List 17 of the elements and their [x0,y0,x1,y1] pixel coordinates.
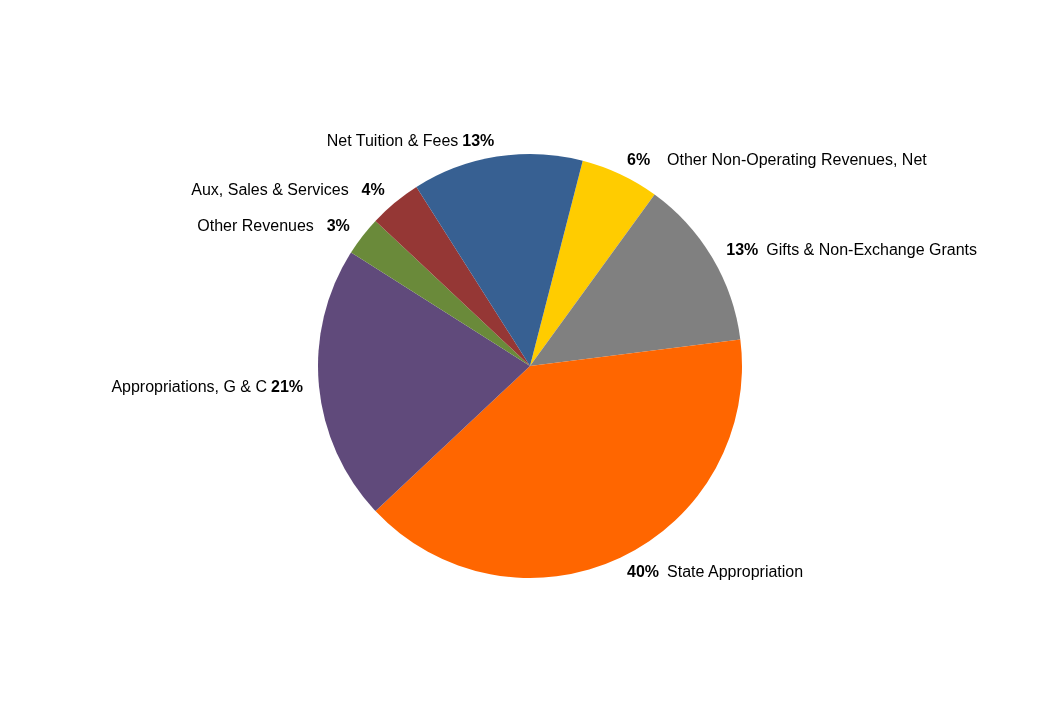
slice-label: Net Tuition & Fees [326,131,459,149]
slice-label: Aux, Sales & Services [191,181,349,199]
pie-slice [351,220,530,366]
slice-label: Other Revenues [197,217,314,235]
pie-slice [416,154,583,366]
slice-label: Appropriations, G & C [111,378,268,396]
slice-label: State Appropriation [667,563,804,581]
data-label: 3% [326,217,350,235]
slice-label: Gifts & Non-Exchange Grants [766,240,978,258]
data-label: 40% [627,563,660,581]
slice-label: Other Non-Operating Revenues, Net [667,150,928,168]
data-label: 13% [726,240,759,258]
data-label: 4% [361,181,385,199]
pie-slice [318,252,530,512]
data-label: 6% [627,150,651,168]
data-label: 21% [270,378,304,396]
data-label: 13% [462,131,495,149]
